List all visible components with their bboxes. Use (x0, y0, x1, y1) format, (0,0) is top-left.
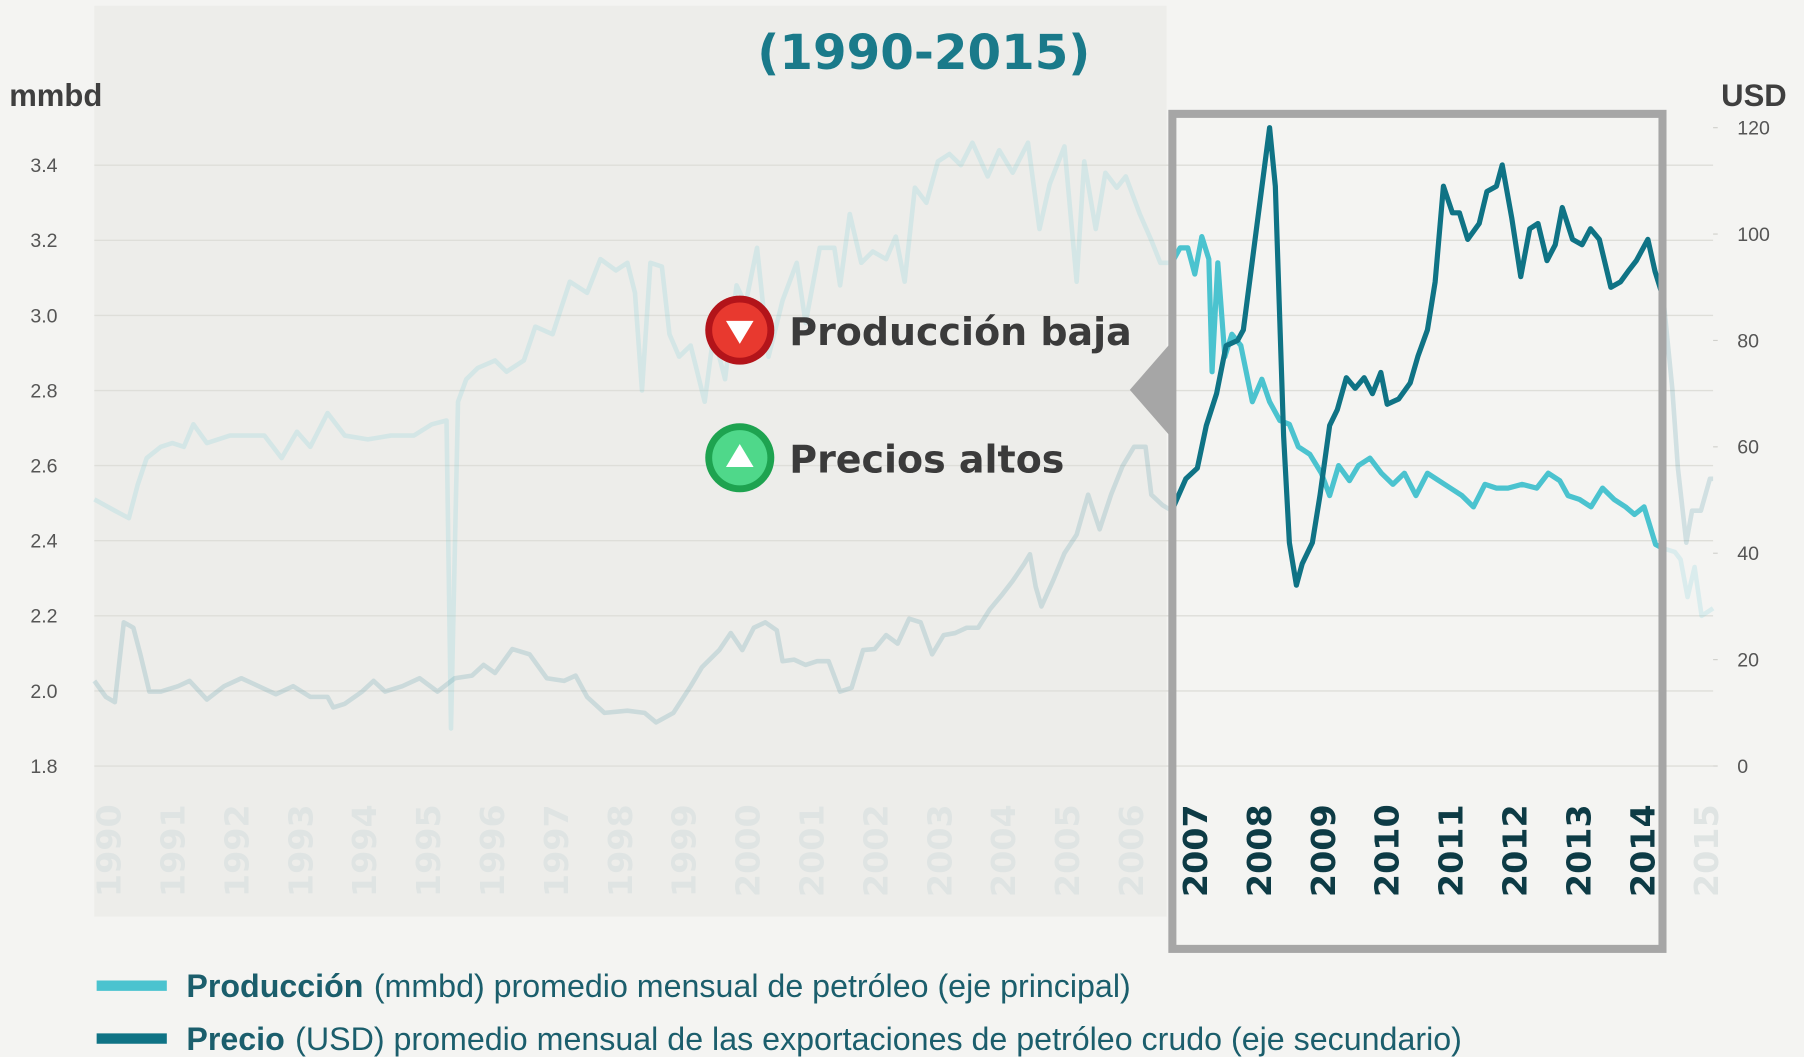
x-tick-label: 2007 (1176, 804, 1215, 897)
x-tick-label: 2010 (1368, 804, 1407, 897)
legend-name: Producción (186, 968, 363, 1004)
down-icon (705, 295, 775, 365)
x-tick-label: 2015 (1687, 804, 1726, 897)
legend-label: Precio (USD) promedio mensual de las expo… (186, 1021, 1461, 1057)
y-tick-label: 3.0 (30, 305, 57, 327)
y-tick-label: 1.8 (30, 756, 57, 778)
callout-pointer (1129, 345, 1169, 435)
x-tick-label: 2008 (1240, 804, 1279, 897)
y2-tick-label: 100 (1737, 224, 1770, 246)
lines (92, 125, 1715, 731)
x-tick-label: 1997 (537, 804, 576, 897)
x-tick-label: 2004 (984, 804, 1023, 897)
y2-tick-label: 120 (1737, 118, 1770, 140)
y2-tick-label: 60 (1737, 437, 1759, 459)
y-tick-label: 2.8 (30, 380, 57, 402)
y2-tick-label: 80 (1737, 330, 1759, 352)
y-tick-label: 2.6 (30, 456, 57, 478)
highlight-box (1168, 109, 1667, 953)
y-tick-label: 2.0 (30, 681, 57, 703)
x-tick-label: 1992 (217, 804, 256, 897)
legend-description: (USD) promedio mensual de las exportacio… (295, 1021, 1462, 1057)
chart-title: (1990-2015) (757, 25, 1090, 81)
annotation: Precios altos (789, 438, 1064, 482)
highlight-line (1172, 234, 1663, 551)
x-tick-label: 1994 (345, 804, 384, 897)
x-tick-label: 1995 (409, 804, 448, 897)
x-tick-label: 2005 (1048, 804, 1087, 897)
legend-label: Producción (mmbd) promedio mensual de pet… (186, 968, 1130, 1004)
grid: 1.8 2.0 2.2 2.4 2.6 2.8 3.0 3.2 3.4 0 20 40 60 80 100 1… (30, 118, 1770, 898)
legend-name: Precio (186, 1021, 284, 1057)
plot-panel (94, 5, 1167, 917)
x-tick-label: 2001 (793, 804, 832, 897)
y-tick-label: 3.4 (30, 155, 57, 177)
y-axis-label: mmbd (9, 78, 102, 113)
x-tick-label: 1990 (90, 804, 129, 897)
highlight-line (1172, 125, 1663, 588)
y2-axis-label: USD (1721, 78, 1787, 113)
x-tick-label: 1998 (601, 804, 640, 897)
y2-tick-label: 0 (1737, 756, 1748, 778)
y-tick-label: 3.2 (30, 230, 57, 252)
x-tick-label: 2013 (1559, 804, 1598, 897)
x-tick-label: 2006 (1112, 804, 1151, 897)
x-tick-label: 2011 (1432, 804, 1471, 897)
x-tick-label: 2002 (856, 804, 895, 897)
x-tick-label: 1999 (665, 804, 704, 897)
y-tick-label: 2.4 (30, 531, 57, 553)
x-tick-label: 2009 (1304, 804, 1343, 897)
y-tick-label: 2.2 (30, 606, 57, 628)
x-tick-label: 1993 (281, 804, 320, 897)
x-tick-label: 2012 (1495, 804, 1534, 897)
up-icon (705, 423, 775, 493)
x-tick-label: 2014 (1623, 804, 1662, 897)
annotation: Producción baja (789, 310, 1132, 354)
x-tick-label: 1991 (153, 804, 192, 897)
legend-description: (mmbd) promedio mensual de petróleo (eje… (374, 968, 1131, 1004)
y2-tick-label: 20 (1737, 650, 1759, 672)
y2-tick-label: 40 (1737, 543, 1759, 565)
legend: Producción (mmbd) promedio mensual de pet… (96, 968, 1462, 1057)
x-tick-label: 2000 (729, 804, 768, 897)
x-tick-label: 2003 (920, 804, 959, 897)
x-tick-label: 1996 (473, 804, 512, 897)
